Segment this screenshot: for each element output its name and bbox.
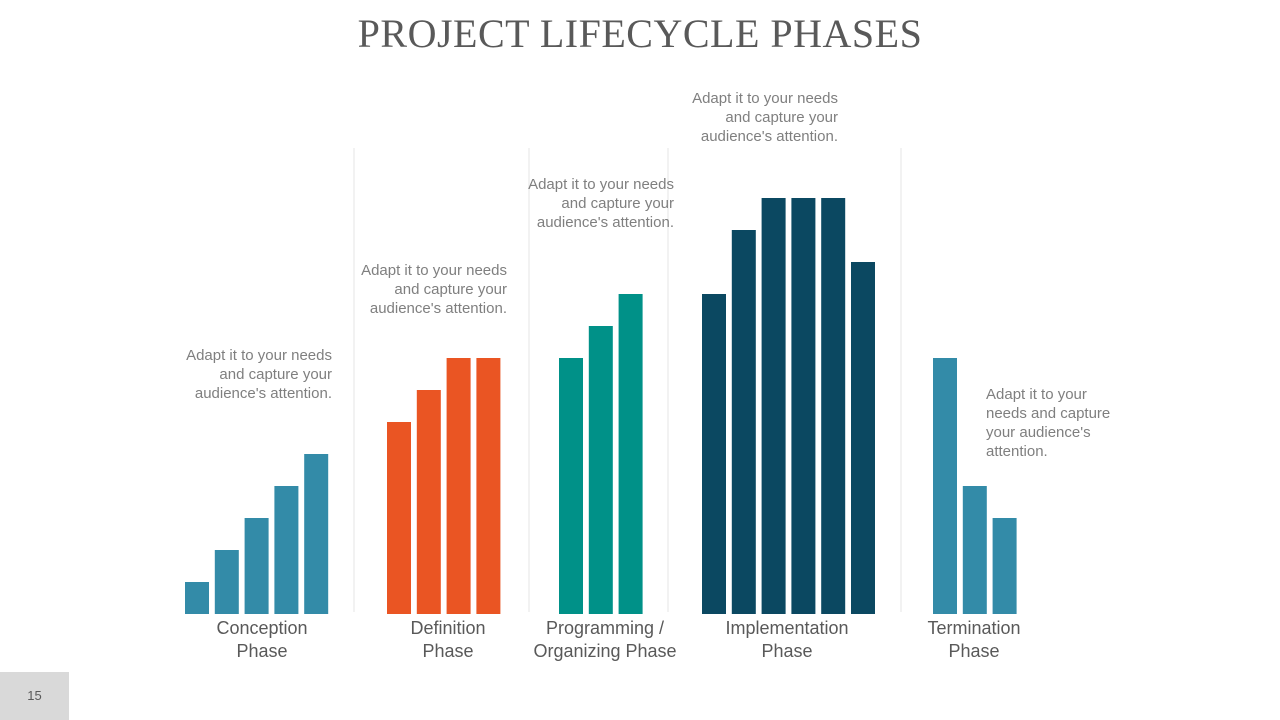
phase-label-implementation: Implementation Phase — [697, 617, 877, 663]
bar-implementation-5 — [821, 198, 846, 614]
note-conception: Adapt it to your needs and capture your … — [186, 347, 332, 402]
note-definition: Adapt it to your needs and capture your … — [361, 262, 507, 317]
bar-group-programming — [559, 294, 643, 614]
page-number: 15 — [0, 672, 69, 720]
bar-programming-1 — [559, 358, 583, 614]
bar-conception-1 — [185, 582, 209, 614]
phase-label-termination: Termination Phase — [884, 617, 1064, 663]
bar-definition-4 — [476, 358, 501, 614]
bar-conception-4 — [274, 486, 299, 614]
phase-label-line2: Phase — [761, 641, 813, 661]
slide-title: PROJECT LIFECYCLE PHASES — [357, 11, 923, 56]
note-programming: Adapt it to your needs and capture your … — [528, 176, 674, 231]
bar-implementation-4 — [791, 198, 816, 614]
phase-label-conception: Conception Phase — [172, 617, 352, 663]
phase-label-line1: Termination — [927, 618, 1021, 638]
phase-label-line2: Organizing Phase — [533, 641, 677, 661]
phase-label-line1: Programming / — [545, 618, 665, 638]
bar-group-termination — [933, 358, 1017, 614]
phase-dividers — [353, 148, 902, 612]
phase-label-line2: Phase — [422, 641, 474, 661]
bar-programming-2 — [588, 326, 613, 614]
bar-implementation-6 — [851, 262, 875, 614]
bar-implementation-3 — [761, 198, 786, 614]
phase-label-line1: Conception — [216, 618, 308, 638]
note-implementation: Adapt it to your needs and capture your … — [692, 90, 838, 145]
bar-termination-1 — [933, 358, 957, 614]
bar-programming-3 — [618, 294, 643, 614]
bar-implementation-1 — [702, 294, 726, 614]
phase-label-line2: Phase — [236, 641, 288, 661]
phase-label-line2: Phase — [948, 641, 1000, 661]
phase-label-definition: Definition Phase — [358, 617, 538, 663]
bar-definition-3 — [446, 358, 471, 614]
bar-conception-3 — [244, 518, 269, 614]
phase-label-line1: Definition — [410, 618, 486, 638]
bar-conception-2 — [214, 550, 239, 614]
phase-label-line1: Implementation — [725, 618, 849, 638]
bar-group-definition — [387, 358, 501, 614]
bar-implementation-2 — [731, 230, 756, 614]
bar-group-conception — [185, 454, 329, 614]
bar-conception-5 — [304, 454, 329, 614]
phase-label-programming: Programming / Organizing Phase — [515, 617, 695, 663]
bar-groups — [185, 198, 1017, 614]
bar-definition-2 — [416, 390, 441, 614]
note-termination: Adapt it to your needs and capture your … — [986, 386, 1111, 460]
bar-termination-3 — [992, 518, 1017, 614]
bar-termination-2 — [962, 486, 987, 614]
bar-group-implementation — [702, 198, 875, 614]
bar-definition-1 — [387, 422, 411, 614]
